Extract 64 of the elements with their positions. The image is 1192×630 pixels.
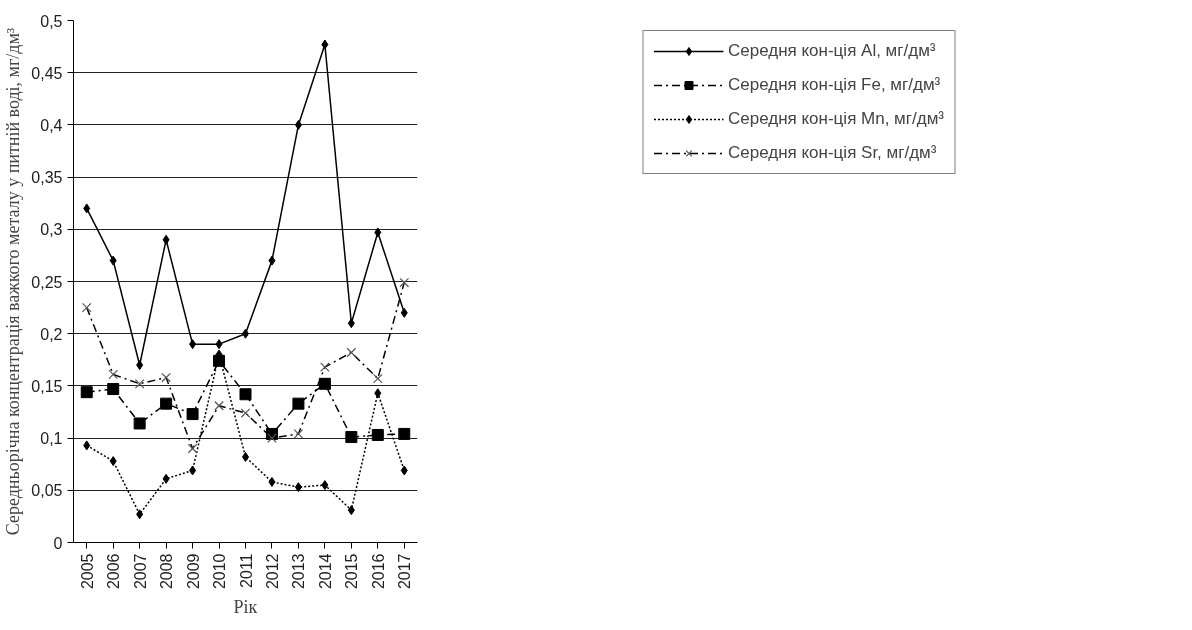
point <box>215 339 223 350</box>
x-tick-label: 2009 <box>184 553 202 590</box>
point <box>109 255 117 266</box>
legend-label: Середня кон-ція Fe, мг/дм³ <box>727 75 941 95</box>
point <box>371 428 384 441</box>
point <box>398 427 411 440</box>
y-tick-label: 0,2 <box>40 325 63 343</box>
point <box>109 456 117 467</box>
y-tick-label: 0,4 <box>40 116 63 134</box>
point <box>347 318 355 329</box>
x-tick-label: 2014 <box>316 553 334 590</box>
point <box>374 227 382 238</box>
point <box>268 476 276 487</box>
point <box>189 465 197 476</box>
point <box>345 431 358 444</box>
legend-label: Середня кон-ція Al, мг/дм³ <box>727 41 936 61</box>
y-tick-label: 0,35 <box>31 169 63 187</box>
point <box>186 408 199 421</box>
point <box>136 509 144 520</box>
x-tick-label: 2008 <box>158 553 176 590</box>
y-tick-label: 0,45 <box>31 64 63 82</box>
point <box>83 203 91 214</box>
y-tick-label: 0 <box>53 534 63 552</box>
point <box>400 307 408 318</box>
x-tick-label: 2013 <box>290 553 308 590</box>
point <box>268 255 276 266</box>
y-tick-label: 0,25 <box>31 273 63 291</box>
y-tick-label: 0,05 <box>31 482 63 500</box>
point <box>318 377 331 390</box>
x-tick-label: 2012 <box>263 553 281 590</box>
point <box>347 505 355 516</box>
point <box>292 397 305 410</box>
x-tick-label: 2016 <box>369 553 387 590</box>
y-tick-label: 0,15 <box>31 377 63 395</box>
x-tick-label: 2015 <box>343 553 361 590</box>
point <box>321 480 329 491</box>
point <box>162 473 170 484</box>
point <box>83 440 91 451</box>
x-tick-label: 2011 <box>237 553 255 588</box>
legend-label: Середня кон-ція Sr, мг/дм³ <box>727 143 937 163</box>
y-tick-label: 0,1 <box>40 430 63 448</box>
x-axis-title: Рік <box>233 597 258 618</box>
y-tick-label: 0,5 <box>40 12 63 30</box>
point <box>162 234 170 245</box>
point <box>374 388 382 399</box>
x-tick-label: 2007 <box>131 553 149 590</box>
point <box>294 482 302 493</box>
point <box>239 388 252 401</box>
point <box>294 119 302 130</box>
point <box>107 383 120 396</box>
point <box>189 339 197 350</box>
y-tick-label: 0,3 <box>40 221 63 239</box>
x-tick-label: 2006 <box>105 553 123 590</box>
point <box>80 386 93 399</box>
point <box>133 417 146 430</box>
x-tick-label: 2017 <box>396 553 414 590</box>
x-tick-label: 2010 <box>211 553 229 590</box>
x-tick-label: 2005 <box>78 553 96 590</box>
legend-label: Середня кон-ція Mn, мг/дм³ <box>727 109 945 129</box>
point <box>321 39 329 50</box>
point <box>160 397 173 410</box>
y-axis-title: Середньорічна концентрація важкого металу у питній воді, мг/дм³ <box>3 27 24 536</box>
point <box>136 360 144 371</box>
point <box>400 465 408 476</box>
